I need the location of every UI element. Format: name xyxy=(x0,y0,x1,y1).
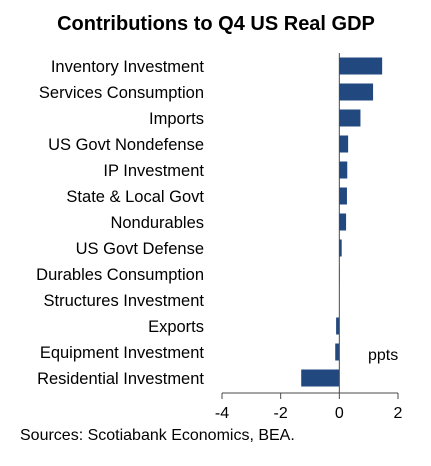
category-label: IP Investment xyxy=(103,162,204,180)
category-label: Durables Consumption xyxy=(36,266,204,284)
category-label: Exports xyxy=(148,318,204,336)
bars xyxy=(301,58,382,387)
bar xyxy=(301,370,339,387)
chart-title: Contributions to Q4 US Real GDP xyxy=(57,13,375,35)
category-labels: Inventory Investment Services Consumption… xyxy=(36,58,204,388)
bar xyxy=(335,344,339,361)
category-label: Services Consumption xyxy=(39,84,204,102)
bar xyxy=(339,58,382,75)
category-label: Residential Investment xyxy=(37,370,204,388)
bar xyxy=(339,214,346,231)
bar xyxy=(339,136,348,153)
x-tick-label: -4 xyxy=(215,405,229,422)
unit-label: ppts xyxy=(368,347,398,364)
bar xyxy=(339,162,347,179)
category-label: Equipment Investment xyxy=(40,344,205,362)
category-label: Structures Investment xyxy=(44,292,205,310)
category-label: Nondurables xyxy=(110,214,204,232)
category-label: Inventory Investment xyxy=(51,58,205,76)
x-tick-label: -2 xyxy=(274,405,288,422)
bar xyxy=(339,84,373,101)
x-tick-label: 2 xyxy=(394,405,403,422)
x-tick-label: 0 xyxy=(335,405,344,422)
category-label: US Govt Nondefense xyxy=(48,136,204,154)
category-label: State & Local Govt xyxy=(66,188,204,206)
category-label: US Govt Defense xyxy=(76,240,204,258)
source-note: Sources: Scotiabank Economics, BEA. xyxy=(20,427,295,444)
x-axis: -4 -2 0 2 xyxy=(215,53,403,422)
bar xyxy=(339,188,347,205)
bar xyxy=(339,110,360,127)
category-label: Imports xyxy=(149,110,204,128)
